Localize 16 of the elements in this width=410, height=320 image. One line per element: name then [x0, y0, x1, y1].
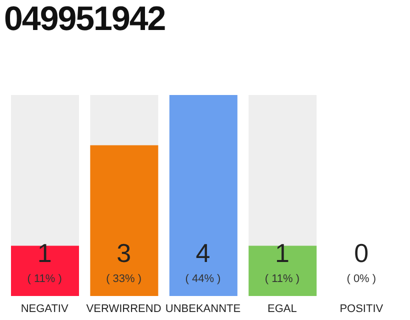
data-label: 1: [37, 238, 52, 268]
x-tick-label: UNBEKANNTE: [165, 302, 241, 315]
data-label: 3: [116, 238, 132, 268]
annotation: ( 11% ): [264, 273, 300, 285]
chart-title: 049951942: [4, 0, 166, 39]
annotation: ( 0% ): [346, 273, 376, 285]
annotation: ( 44% ): [185, 273, 221, 285]
annotation: ( 11% ): [27, 273, 62, 285]
x-tick-label: NEGATIV: [20, 302, 69, 315]
data-label: 4: [196, 238, 210, 268]
data-label: 1: [274, 238, 290, 268]
x-tick-label: EGAL: [268, 302, 297, 315]
x-tick-label: VERWIRREND: [86, 302, 162, 315]
x-tick-label: POSITIV: [340, 302, 384, 315]
annotation: ( 33% ): [106, 273, 142, 285]
data-label: 0: [354, 238, 369, 268]
